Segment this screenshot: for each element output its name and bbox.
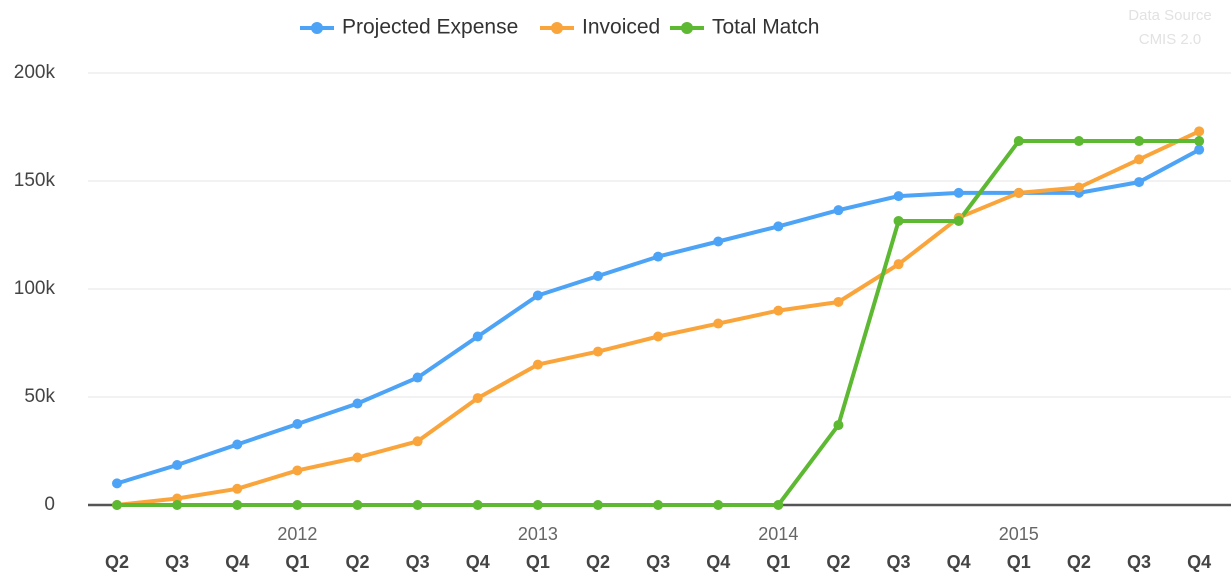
data-point <box>532 290 543 301</box>
x-tick-label: Q4 <box>947 552 971 572</box>
data-point <box>1194 126 1205 137</box>
data-point <box>232 439 243 450</box>
data-point <box>713 236 724 247</box>
data-point <box>592 346 603 357</box>
data-point <box>172 460 183 471</box>
data-point <box>773 305 784 316</box>
x-tick-label: Q1 <box>526 552 550 572</box>
data-point <box>352 452 363 463</box>
x-tick-label: Q4 <box>466 552 490 572</box>
data-point <box>893 215 904 226</box>
series-line <box>116 147 1201 486</box>
data-point <box>953 187 964 198</box>
data-point <box>653 251 664 262</box>
data-point <box>893 259 904 270</box>
x-tick-label: Q3 <box>165 552 189 572</box>
data-point <box>713 318 724 329</box>
y-tick-label: 200k <box>14 62 56 83</box>
series-line <box>116 129 1201 507</box>
data-point <box>1073 182 1084 193</box>
x-tick-label: Q2 <box>345 552 369 572</box>
year-label: 2015 <box>999 524 1039 544</box>
data-point <box>833 420 844 431</box>
legend-label: Total Match <box>712 16 819 39</box>
year-label: 2013 <box>518 524 558 544</box>
data-point <box>1194 144 1205 155</box>
data-point <box>412 500 423 510</box>
x-tick-label: Q1 <box>285 552 309 572</box>
x-tick-label: Q2 <box>105 552 129 572</box>
x-tick-label: Q4 <box>1187 552 1211 572</box>
data-point <box>653 500 664 510</box>
y-tick-label: 0 <box>44 494 55 515</box>
data-point <box>773 500 784 510</box>
data-point <box>592 500 603 510</box>
data-point <box>472 500 483 510</box>
x-tick-label: Q2 <box>1067 552 1091 572</box>
data-point <box>352 500 363 510</box>
data-point <box>1134 154 1145 165</box>
data-point <box>292 419 303 429</box>
data-point <box>1073 136 1084 147</box>
data-point <box>653 331 664 342</box>
data-point <box>472 393 483 404</box>
data-point <box>172 500 183 510</box>
data-point <box>232 500 243 510</box>
data-point <box>472 331 483 342</box>
x-tick-label: Q3 <box>646 552 670 572</box>
source-note: CMIS 2.0 <box>1139 31 1202 48</box>
data-point <box>953 215 964 226</box>
x-tick-label: Q2 <box>586 552 610 572</box>
y-tick-label: 50k <box>24 386 55 407</box>
year-label: 2014 <box>758 524 798 544</box>
data-point <box>1013 136 1024 147</box>
x-tick-label: Q1 <box>766 552 790 572</box>
data-point <box>412 436 423 447</box>
x-tick-label: Q4 <box>706 552 730 572</box>
y-tick-label: 150k <box>14 170 56 191</box>
data-point <box>532 359 543 370</box>
data-point <box>1134 136 1145 147</box>
legend-label: Projected Expense <box>342 16 518 39</box>
data-point <box>1194 136 1205 147</box>
data-point <box>893 191 904 202</box>
source-note: Data Source <box>1128 7 1211 24</box>
x-tick-label: Q3 <box>406 552 430 572</box>
data-point <box>833 296 844 307</box>
data-point <box>292 465 303 476</box>
data-point <box>773 221 784 232</box>
series-line <box>117 139 1200 507</box>
legend-swatch-dot <box>551 22 563 34</box>
x-tick-label: Q2 <box>826 552 850 572</box>
legend-swatch-dot <box>681 22 693 34</box>
x-tick-label: Q1 <box>1007 552 1031 572</box>
data-point <box>592 271 603 282</box>
data-point <box>112 500 122 510</box>
legend-label: Invoiced <box>582 16 660 39</box>
y-tick-label: 100k <box>14 278 56 299</box>
data-point <box>112 478 122 489</box>
year-label: 2012 <box>277 524 317 544</box>
data-point <box>1013 187 1024 198</box>
data-point <box>713 500 724 510</box>
data-point <box>352 398 363 409</box>
data-point <box>232 483 243 494</box>
legend-swatch-dot <box>311 22 323 34</box>
data-point <box>833 205 844 216</box>
x-tick-label: Q3 <box>1127 552 1151 572</box>
data-point <box>412 372 423 383</box>
data-point <box>532 500 543 510</box>
data-point <box>292 500 303 510</box>
data-point <box>1134 177 1145 188</box>
x-tick-label: Q3 <box>887 552 911 572</box>
x-tick-label: Q4 <box>225 552 249 572</box>
